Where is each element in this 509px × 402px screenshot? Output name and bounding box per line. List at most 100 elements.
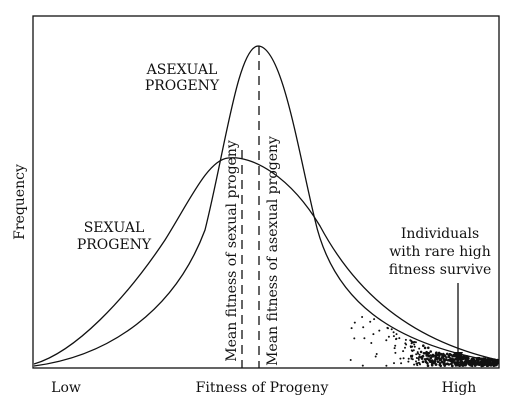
stipple-dot [423,358,427,361]
stipple-dot [399,357,402,360]
stipple-dot [479,362,483,366]
stipple-dot [407,357,410,360]
x-low-label: Low [51,380,81,396]
stipple-dot [431,354,434,358]
stipple-dot [378,329,381,332]
stipple-dot [488,363,492,366]
stipple-dot [427,358,431,361]
stipple-dot [445,356,448,359]
stipple-dot [392,335,395,338]
stipple-dot [407,360,410,363]
stipple-dot [442,361,445,365]
stipple-dot [362,326,365,329]
stipple-dot [437,353,440,357]
stipple-dot [447,354,451,358]
stipple-dot [411,354,414,357]
stipple-dot [372,333,375,336]
stipple-dot [422,344,425,348]
stipple-dot [426,364,430,368]
stipple-dot [402,350,405,353]
stipple-dot [439,358,443,361]
stipple-dot [411,350,414,352]
stipple-dot [469,364,473,367]
stipple-dot [420,357,424,360]
stipple-dot [419,363,421,366]
stipple-dot [456,363,460,367]
stipple-dot [398,337,401,340]
stipple-dot [427,346,430,350]
stipple-dot [413,343,416,346]
stipple-dot [449,359,453,362]
stipple-dot [459,360,463,364]
stipple-dot [417,352,419,355]
stipple-dot [443,364,447,367]
mean-asexual-label: Mean fitness of asexual progeny [265,136,281,366]
stipple-dot [416,364,419,367]
stipple-dot [417,357,420,360]
stipple-dot [395,338,397,341]
stipple-dot [495,360,498,364]
stipple-dot [419,350,423,354]
stipple-dot [415,360,417,363]
stipple-dot [400,362,403,365]
stipple-dot [482,361,485,365]
stipple-dot [484,358,488,361]
stipple-dot [363,337,366,340]
stipple-dot [416,362,419,365]
plot-frame [32,15,500,369]
stipple-dot [373,318,376,321]
stipple-dot [375,353,378,355]
stipple-dot [416,351,419,354]
stipple-dot [394,351,397,354]
stipple-dot [439,364,443,368]
stipple-dot [446,359,450,362]
stipple-dot [462,361,465,365]
stipple-dot [413,363,416,366]
stipple-dot [481,359,484,362]
stipple-dot [410,357,413,360]
stipple-dot [475,363,479,366]
stipple-dot [350,327,353,330]
stipple-dot [353,321,356,324]
stipple-dot [353,337,356,340]
stipple-dot [434,355,438,359]
survivor-arrowhead [453,352,463,363]
stipple-dot [493,362,497,366]
sexual-label-line1: SEXUAL [84,220,145,236]
stipple-dot [393,362,395,365]
stipple-dot [451,364,454,368]
stipple-dot [486,364,490,368]
stipple-dot [413,341,416,343]
high-fitness-stipple [349,316,500,368]
note-line2: with rare high [389,244,491,260]
stipple-dot [454,361,457,365]
stipple-dot [444,358,448,362]
stipple-dot [415,357,418,359]
stipple-dot [418,347,421,350]
stipple-dot [462,357,466,360]
stipple-dot [404,346,406,349]
stipple-dot [486,357,490,361]
stipple-dot [487,359,491,363]
mean-sexual-label: Mean fitness of sexual progeny [224,140,240,362]
x-high-label: High [442,380,477,396]
stipple-dot [490,363,494,366]
stipple-dot [425,354,429,357]
stipple-dot [394,344,397,347]
sexual-progeny-curve [33,157,499,365]
stipple-dot [413,345,416,348]
note-line1: Individuals [401,226,479,242]
stipple-dot [465,357,468,361]
stipple-dot [404,342,407,345]
stipple-dot [432,361,436,365]
stipple-dot [361,364,364,367]
stipple-dot [417,358,420,361]
stipple-dot [449,353,453,357]
stipple-dot [445,362,449,366]
asexual-label-line1: ASEXUAL [146,62,218,78]
stipple-dot [385,339,388,342]
stipple-dot [387,327,389,330]
stipple-dot [385,364,388,367]
